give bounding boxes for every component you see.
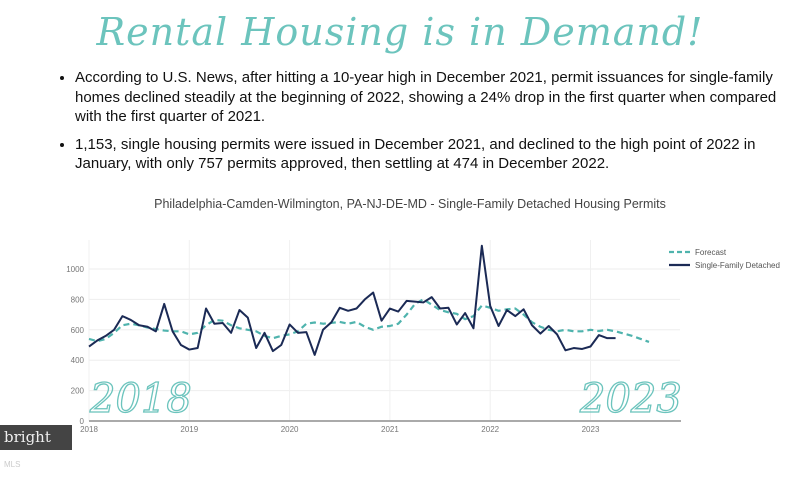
year-annotation: 2023 xyxy=(579,376,682,422)
legend-actual-label: Single-Family Detached xyxy=(695,261,780,270)
line-chart: 0 200 400 600 800 1000 2018 2019 2020 2021 2022 202… xyxy=(66,240,780,434)
single-family-line xyxy=(88,244,616,356)
y-tick-label: 200 xyxy=(71,387,85,396)
y-tick-label: 1000 xyxy=(66,265,84,274)
bullet-item: According to U.S. News, after hitting a … xyxy=(75,68,795,127)
y-tick-label: 400 xyxy=(71,356,85,365)
chart-title: Philadelphia-Camden-Wilmington, PA-NJ-DE… xyxy=(154,197,666,211)
x-tick-label: 2022 xyxy=(481,425,499,434)
y-tick-label: 600 xyxy=(71,326,85,335)
x-tick-label: 2020 xyxy=(281,425,299,434)
y-tick-label: 0 xyxy=(80,417,85,426)
page-title: Rental Housing is in Demand! xyxy=(96,10,704,54)
x-tick-label: 2019 xyxy=(180,425,198,434)
x-tick-label: 2021 xyxy=(381,425,399,434)
x-tick-label: 2018 xyxy=(80,425,98,434)
bullet-item: 1,153, single housing permits were issue… xyxy=(75,135,795,174)
year-annotation: 2018 xyxy=(89,376,192,422)
x-tick-label: 2023 xyxy=(582,425,600,434)
bullet-list: According to U.S. News, after hitting a … xyxy=(55,68,795,182)
y-tick-label: 800 xyxy=(71,295,85,304)
logo-text: bright xyxy=(4,428,51,446)
forecast-line xyxy=(88,298,650,343)
bright-mls-logo: bright MLS xyxy=(0,425,72,469)
legend-forecast-label: Forecast xyxy=(695,248,727,257)
logo-sub: MLS xyxy=(4,460,21,469)
